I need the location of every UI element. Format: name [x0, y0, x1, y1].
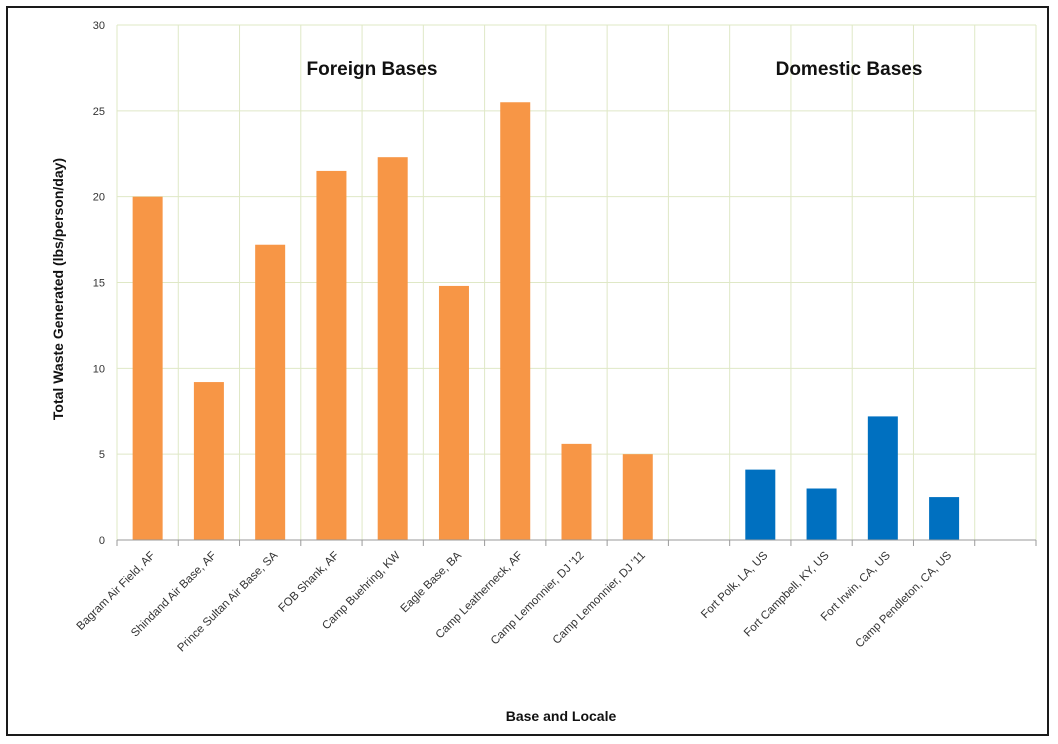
bar-foreign: [377, 157, 408, 540]
y-tick-label: 20: [93, 192, 105, 204]
y-tick-label: 30: [93, 20, 105, 32]
annotation-domestic-bases: Domestic Bases: [776, 59, 923, 80]
chart-frame: 0 5 10 15 20 25 30 Bagram Air Field, AF Shindan…: [6, 6, 1049, 736]
bar-foreign: [316, 170, 347, 540]
bars: [132, 102, 960, 540]
bar-foreign: [622, 454, 653, 540]
bar-chart: 0 5 10 15 20 25 30 Bagram Air Field, AFShindan…: [50, 20, 1037, 724]
bar-domestic: [929, 497, 960, 540]
bar-foreign: [255, 244, 286, 540]
bar-foreign: [500, 102, 531, 540]
category-label: Fort Polk, LA, US: [699, 549, 771, 621]
y-axis-title: Total Waste Generated (lbs/person/day): [50, 158, 66, 420]
y-tick-labels: 0 5 10 15 20 25 30: [93, 20, 105, 547]
y-tick-label: 0: [99, 535, 105, 547]
annotation-foreign-bases: Foreign Bases: [307, 59, 438, 80]
y-tick-label: 15: [93, 278, 105, 290]
y-tick-label: 25: [93, 106, 105, 118]
bar-domestic: [745, 469, 776, 540]
y-tick-label: 5: [99, 449, 105, 461]
bar-foreign: [132, 196, 163, 540]
y-tick-label: 10: [93, 363, 105, 375]
gridlines: [116, 24, 1037, 546]
bar-domestic: [806, 488, 837, 540]
bar-foreign: [561, 443, 592, 540]
category-label: FOB Shank, AF: [277, 550, 342, 615]
x-axis-title: Base and Locale: [506, 708, 617, 724]
category-label: Prince Sultan Air Base, SA: [176, 549, 281, 654]
bar-domestic: [867, 416, 898, 540]
bar-foreign: [193, 382, 224, 540]
category-label: Eagle Base, BA: [399, 549, 465, 615]
bar-foreign: [438, 285, 469, 540]
